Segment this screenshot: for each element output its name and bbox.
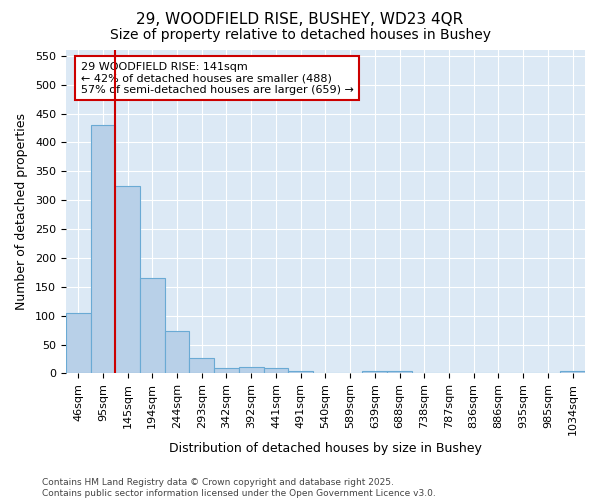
Bar: [190, 358, 214, 374]
Bar: [560, 371, 585, 374]
Bar: [66, 314, 91, 374]
Bar: [239, 366, 263, 374]
Bar: [387, 370, 412, 374]
Text: 29 WOODFIELD RISE: 141sqm
← 42% of detached houses are smaller (488)
57% of semi: 29 WOODFIELD RISE: 141sqm ← 42% of detac…: [80, 62, 353, 95]
Text: Contains HM Land Registry data © Crown copyright and database right 2025.
Contai: Contains HM Land Registry data © Crown c…: [42, 478, 436, 498]
Text: Size of property relative to detached houses in Bushey: Size of property relative to detached ho…: [110, 28, 491, 42]
Bar: [91, 125, 115, 374]
Bar: [289, 370, 313, 374]
Bar: [362, 370, 387, 374]
X-axis label: Distribution of detached houses by size in Bushey: Distribution of detached houses by size …: [169, 442, 482, 455]
Bar: [263, 368, 289, 374]
Bar: [115, 186, 140, 374]
Y-axis label: Number of detached properties: Number of detached properties: [15, 113, 28, 310]
Text: 29, WOODFIELD RISE, BUSHEY, WD23 4QR: 29, WOODFIELD RISE, BUSHEY, WD23 4QR: [136, 12, 464, 28]
Bar: [140, 278, 164, 374]
Bar: [214, 368, 239, 374]
Bar: [164, 332, 190, 374]
